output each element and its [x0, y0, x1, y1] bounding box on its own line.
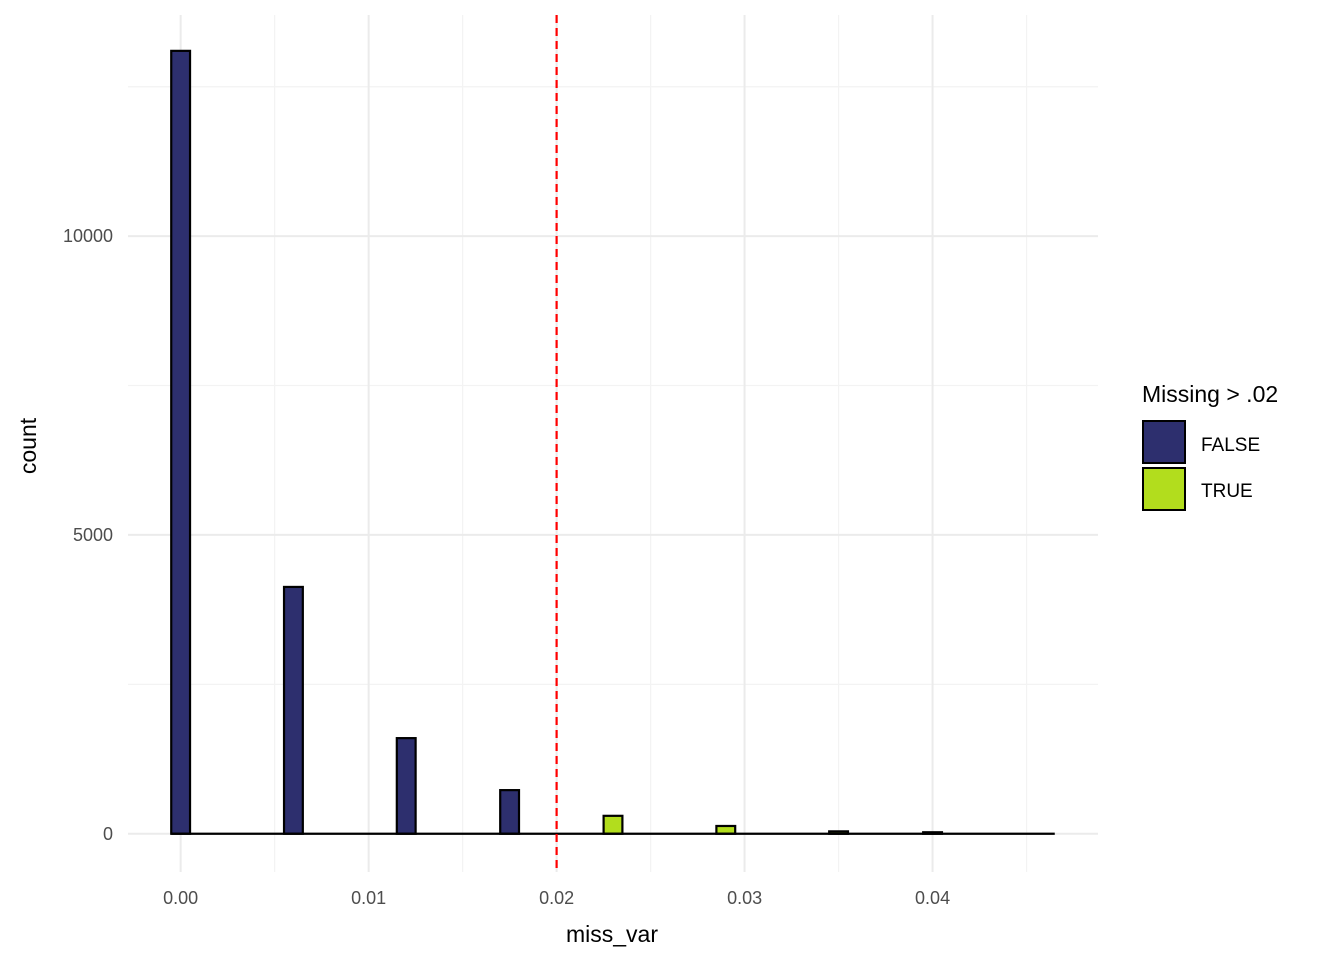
y-axis-title: count [15, 417, 41, 474]
legend-key-false [1142, 420, 1186, 464]
legend-label-true: TRUE [1201, 481, 1253, 502]
bar-false-2 [395, 737, 417, 835]
y-tick-label: 0 [103, 824, 113, 844]
x-tick-label: 0.02 [539, 888, 574, 908]
legend-key-true [1142, 467, 1186, 511]
legend-title: Missing > .02 [1142, 381, 1278, 407]
bar-false-3 [499, 789, 521, 835]
bar-false-0 [170, 49, 192, 835]
bar-true-4 [602, 814, 624, 835]
x-tick-label: 0.04 [915, 888, 950, 908]
y-tick-labels: 0 5000 10000 [63, 226, 113, 844]
x-tick-label: 0.01 [351, 888, 386, 908]
x-tick-labels: 0.00 0.01 0.02 0.03 0.04 [163, 888, 950, 908]
x-axis-title: miss_var [566, 921, 658, 947]
bar-true-5 [715, 824, 737, 835]
grid-lines [128, 15, 1098, 872]
bar-false-1 [282, 585, 304, 835]
x-tick-label: 0.03 [727, 888, 762, 908]
y-tick-label: 5000 [73, 525, 113, 545]
legend: Missing > .02 FALSE TRUE [1142, 381, 1278, 511]
legend-label-false: FALSE [1201, 435, 1260, 456]
x-tick-label: 0.00 [163, 888, 198, 908]
y-tick-label: 10000 [63, 226, 113, 246]
